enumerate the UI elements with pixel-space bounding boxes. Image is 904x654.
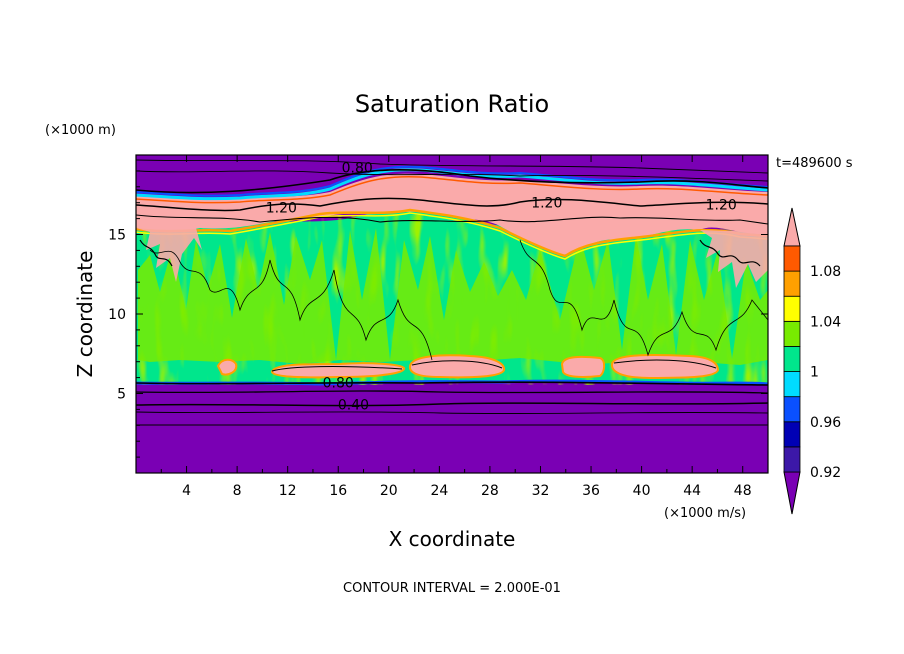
upper-supersat-band: [136, 173, 768, 255]
x-axis: 4 8 12 16 20 24 28 32 36 40 44 48: [160, 155, 752, 499]
x-unit-label: (×1000 m/s): [664, 506, 746, 521]
chart-title: Saturation Ratio: [355, 90, 549, 118]
colorbar-label: 0.92: [810, 465, 841, 481]
plot-area: 0.80 1.20 1.20 1.20 0.80 0.40: [136, 155, 768, 473]
cloud-texture: [138, 228, 768, 366]
upper-band-blue-top: [136, 165, 768, 197]
x-tick-label: 24: [430, 483, 448, 499]
y-tick-label: 5: [117, 387, 126, 403]
colorbar-segment: [783, 295, 801, 322]
contour-label: 1.20: [706, 197, 737, 213]
y-axis-label: Z coordinate: [73, 251, 97, 378]
colorbar-segment: [783, 270, 801, 297]
x-tick-label: 40: [633, 483, 651, 499]
colorbar: 0.92 0.96 1 1.04 1.08: [783, 207, 841, 515]
colorbar-segment: [783, 446, 801, 473]
colorbar-label: 1: [810, 365, 819, 381]
contour-labels: 0.80 1.20 1.20 1.20 0.80 0.40: [266, 161, 737, 414]
x-tick-label: 16: [329, 483, 347, 499]
contour-label: 1.20: [531, 196, 562, 212]
contour-lines: [136, 159, 768, 426]
upper-band-orange-edge: [136, 208, 768, 258]
colorbar-segment: [783, 245, 801, 272]
lower-cell-5: [216, 358, 238, 376]
upper-band-yellow-edge: [136, 212, 768, 260]
x-tick-label: 48: [734, 483, 752, 499]
right-ragged-top: [700, 230, 768, 288]
left-ragged-top: [136, 228, 202, 282]
colorbar-label: 0.96: [810, 415, 841, 431]
colorbar-segment: [783, 371, 801, 398]
colorbar-segment: [783, 320, 801, 347]
lower-cell-2: [408, 354, 506, 379]
x-tick-label: 32: [532, 483, 550, 499]
upper-band-orange-top: [136, 175, 768, 204]
y-axis: 5 10 15: [108, 170, 768, 458]
lower-cell-4: [610, 353, 720, 380]
x-tick-label: 36: [582, 483, 600, 499]
time-label: t=489600 s: [776, 156, 853, 171]
x-tick-label: 44: [683, 483, 701, 499]
colorbar-lower-extend: [783, 471, 801, 515]
y-unit-label: (×1000 m): [45, 123, 116, 138]
x-tick-label: 12: [279, 483, 297, 499]
contour-label: 1.20: [266, 200, 297, 216]
lower-cell-3: [560, 355, 606, 378]
colorbar-label: 1.04: [810, 314, 841, 330]
colorbar-label: 1.08: [810, 264, 841, 280]
colorbar-segment: [783, 396, 801, 423]
y-tick-label: 10: [108, 307, 126, 323]
x-tick-label: 8: [233, 483, 242, 499]
x-tick-label: 28: [481, 483, 499, 499]
contour-label: 0.80: [342, 161, 373, 177]
colorbar-upper-extend: [783, 207, 801, 247]
colorbar-segment: [783, 346, 801, 372]
y-tick-label: 15: [108, 228, 126, 244]
x-tick-label: 20: [380, 483, 398, 499]
x-tick-label: 4: [182, 483, 191, 499]
contour-interval-note: CONTOUR INTERVAL = 2.000E-01: [343, 581, 561, 596]
x-axis-label: X coordinate: [389, 527, 516, 551]
contour-label: 0.40: [338, 398, 369, 414]
contour-label: 0.80: [323, 375, 354, 391]
colorbar-segment: [783, 421, 801, 448]
